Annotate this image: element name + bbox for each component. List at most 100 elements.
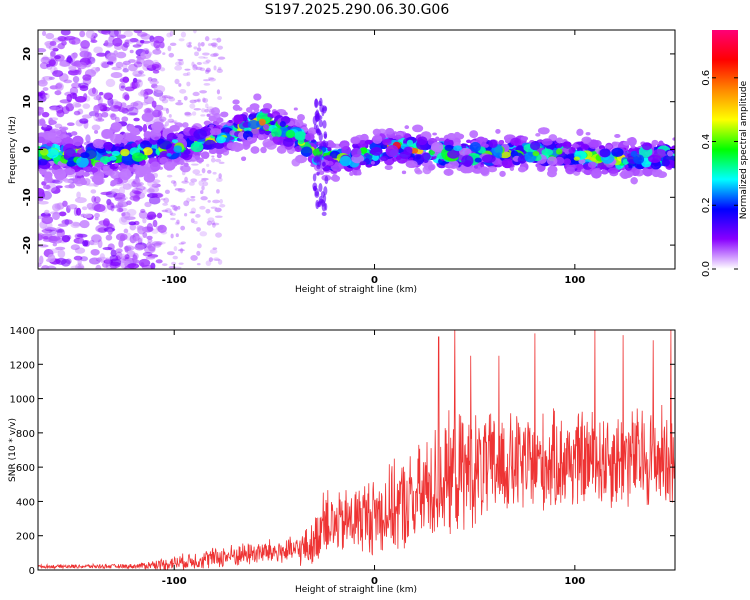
spectrogram-cell <box>212 52 219 57</box>
spectrogram-cell <box>107 97 114 107</box>
spectrogram-cell <box>151 193 163 198</box>
spectrogram-cell <box>144 201 152 208</box>
spectrogram-cell <box>44 171 53 179</box>
spectrogram-x-axis-label: Height of straight line (km) <box>295 285 417 295</box>
spectrogram-cell <box>123 30 133 38</box>
spectrogram-cell <box>205 208 211 214</box>
spectrogram-cell <box>143 91 149 100</box>
spectrogram-cell <box>175 102 184 106</box>
spectrogram-cell <box>585 132 591 136</box>
spectrogram-cell <box>356 170 362 176</box>
spectrogram-cell <box>113 105 120 110</box>
spectrogram-cell <box>142 217 147 224</box>
spectrogram-cell <box>580 143 589 150</box>
spectrogram-cell <box>115 133 124 141</box>
spectrogram-cell <box>52 203 61 212</box>
spectrogram-cell <box>196 227 201 232</box>
figure-title: S197.2025.290.06.30.G06 <box>265 2 450 18</box>
spectrogram-cell <box>121 153 136 166</box>
spectrogram-cell <box>307 127 317 136</box>
spectrogram-cell <box>182 122 189 128</box>
spectrogram-cell <box>55 83 63 89</box>
snr-y-tick-label: 600 <box>16 463 35 474</box>
spectrogram-cell <box>124 265 135 269</box>
spectrogram-cell <box>70 244 80 251</box>
spectrogram-cell <box>220 111 229 118</box>
spectrogram-cell <box>327 142 337 148</box>
spectrogram-cell <box>140 140 153 150</box>
spectrogram-cell <box>172 255 178 260</box>
spectrogram-cell <box>68 183 76 189</box>
spectrogram-cell <box>219 203 226 208</box>
spectrogram-cell <box>129 235 137 244</box>
spectrogram-cell <box>74 247 86 254</box>
spectrogram-cell <box>38 94 47 103</box>
spectrogram-cell <box>495 152 502 159</box>
spectrogram-cell <box>605 144 613 149</box>
spectrogram-cell <box>630 145 636 149</box>
spectrogram-cell <box>167 118 175 123</box>
spectrogram-cell <box>74 197 87 204</box>
spectrogram-cell <box>213 142 225 150</box>
spectrogram-cell <box>151 183 161 188</box>
spectrogram-cell <box>54 137 62 144</box>
spectrogram-cell <box>152 121 164 131</box>
spectrogram-cell <box>169 211 173 216</box>
snr-x-axis-label: Height of straight line (km) <box>295 585 417 595</box>
spectrogram-cell <box>203 56 208 59</box>
spectrogram-cell <box>115 248 123 253</box>
spectrogram-cell <box>61 219 73 225</box>
spectrogram-cell <box>215 158 222 163</box>
spectrogram-cell <box>143 131 153 139</box>
spectrogram-cell <box>186 71 191 76</box>
spectrogram-cell <box>111 188 120 193</box>
spectrogram-cell <box>294 145 302 152</box>
spectrogram-cell <box>133 30 143 34</box>
spectrogram-cell <box>126 208 137 216</box>
spectrogram-cell <box>41 265 50 269</box>
spectrogram-cell <box>216 153 222 159</box>
spectrogram-cell <box>501 158 513 169</box>
spectrogram-cell <box>145 256 156 260</box>
spectrogram-cell <box>58 211 67 217</box>
snr-series-line <box>38 330 675 570</box>
spectrogram-cell <box>193 30 197 34</box>
spectrogram-cell <box>190 218 195 224</box>
spectrogram-cell <box>228 119 233 124</box>
spectrogram-cell <box>169 125 180 132</box>
spectrogram-cell <box>132 77 138 83</box>
spectrogram-cell <box>495 129 501 134</box>
spectrogram-cell <box>144 245 156 254</box>
spectrogram-cell <box>76 156 89 168</box>
spectrogram-cell <box>576 128 584 136</box>
spectrogram-cell <box>211 44 217 48</box>
spectrogram-cell <box>135 178 141 184</box>
spectrogram-cell <box>607 167 619 174</box>
spectrogram-cell <box>57 35 67 42</box>
spectrogram-cell <box>614 134 621 138</box>
spectrogram-cell <box>95 118 105 122</box>
spectrogram-cell <box>216 147 225 155</box>
spectrogram-cell <box>213 65 217 71</box>
spectrogram-cell <box>120 85 125 89</box>
spectrogram-cell <box>161 263 168 267</box>
spectrogram-cell <box>193 46 198 50</box>
spectrogram-cell <box>82 74 92 81</box>
spectrogram-cell <box>57 223 69 227</box>
spectrogram-cell <box>49 106 61 112</box>
spectrogram-cell <box>364 139 373 145</box>
spectrogram-cell <box>385 144 399 158</box>
spectrogram-cell <box>556 148 563 155</box>
spectrogram-cell <box>146 211 157 220</box>
spectrogram-cell <box>54 90 62 96</box>
spectrogram-cell <box>96 52 107 57</box>
spectrogram-cell <box>370 146 383 156</box>
spectrogram-cell <box>172 205 178 211</box>
spectrogram-cell <box>267 113 273 118</box>
spectrogram-cell <box>195 214 201 218</box>
spectrogram-cell <box>39 148 49 156</box>
spectrogram-cell <box>323 140 329 147</box>
spectrogram-cell <box>57 249 66 259</box>
spectrogram-cell <box>351 147 362 158</box>
spectrogram-cell <box>63 179 74 184</box>
